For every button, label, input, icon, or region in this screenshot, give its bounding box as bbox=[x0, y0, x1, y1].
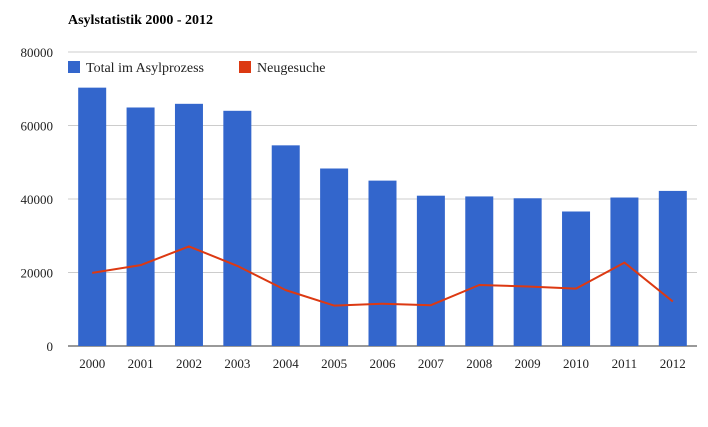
bar bbox=[126, 107, 155, 347]
x-tick-label: 2009 bbox=[515, 356, 541, 371]
x-tick-label: 2005 bbox=[321, 356, 347, 371]
x-tick-label: 2008 bbox=[466, 356, 492, 371]
x-tick-label: 2010 bbox=[563, 356, 589, 371]
x-tick-label: 2011 bbox=[612, 356, 638, 371]
bar bbox=[223, 110, 252, 346]
line-series bbox=[92, 245, 674, 307]
legend: Total im Asylprozess Neugesuche bbox=[68, 61, 325, 76]
x-axis-ticks: 2000 2001 2002 2003 2004 2005 2006 2007 2008 2009… bbox=[79, 356, 686, 371]
y-tick-label: 20000 bbox=[21, 266, 54, 281]
x-tick-label: 2004 bbox=[273, 356, 300, 371]
bar bbox=[513, 198, 542, 346]
legend-label-total: Total im Asylprozess bbox=[86, 61, 204, 76]
y-tick-label: 40000 bbox=[21, 192, 54, 207]
bar bbox=[658, 190, 687, 346]
bar-series bbox=[78, 87, 687, 347]
y-tick-label: 0 bbox=[47, 339, 54, 354]
x-tick-label: 2000 bbox=[79, 356, 105, 371]
x-tick-label: 2002 bbox=[176, 356, 202, 371]
legend-label-neugesuche: Neugesuche bbox=[257, 61, 325, 76]
bar bbox=[368, 180, 397, 346]
bar bbox=[174, 103, 203, 346]
x-tick-label: 2006 bbox=[370, 356, 397, 371]
legend-swatch-total bbox=[68, 61, 80, 73]
legend-swatch-neugesuche bbox=[239, 61, 251, 73]
x-tick-label: 2007 bbox=[418, 356, 445, 371]
x-tick-label: 2001 bbox=[128, 356, 154, 371]
y-tick-label: 60000 bbox=[21, 119, 54, 134]
bar bbox=[562, 211, 591, 346]
bar bbox=[416, 195, 445, 346]
bar bbox=[465, 196, 494, 346]
chart-title: Asylstatistik 2000 - 2012 bbox=[68, 13, 213, 28]
y-tick-label: 80000 bbox=[21, 45, 54, 60]
x-tick-label: 2003 bbox=[224, 356, 250, 371]
bar bbox=[78, 87, 107, 347]
bar bbox=[271, 145, 300, 346]
line-path bbox=[92, 245, 674, 307]
bar bbox=[320, 168, 349, 346]
y-axis-ticks: 0 20000 40000 60000 80000 bbox=[21, 45, 54, 354]
bar bbox=[610, 197, 639, 346]
x-tick-label: 2012 bbox=[660, 356, 686, 371]
